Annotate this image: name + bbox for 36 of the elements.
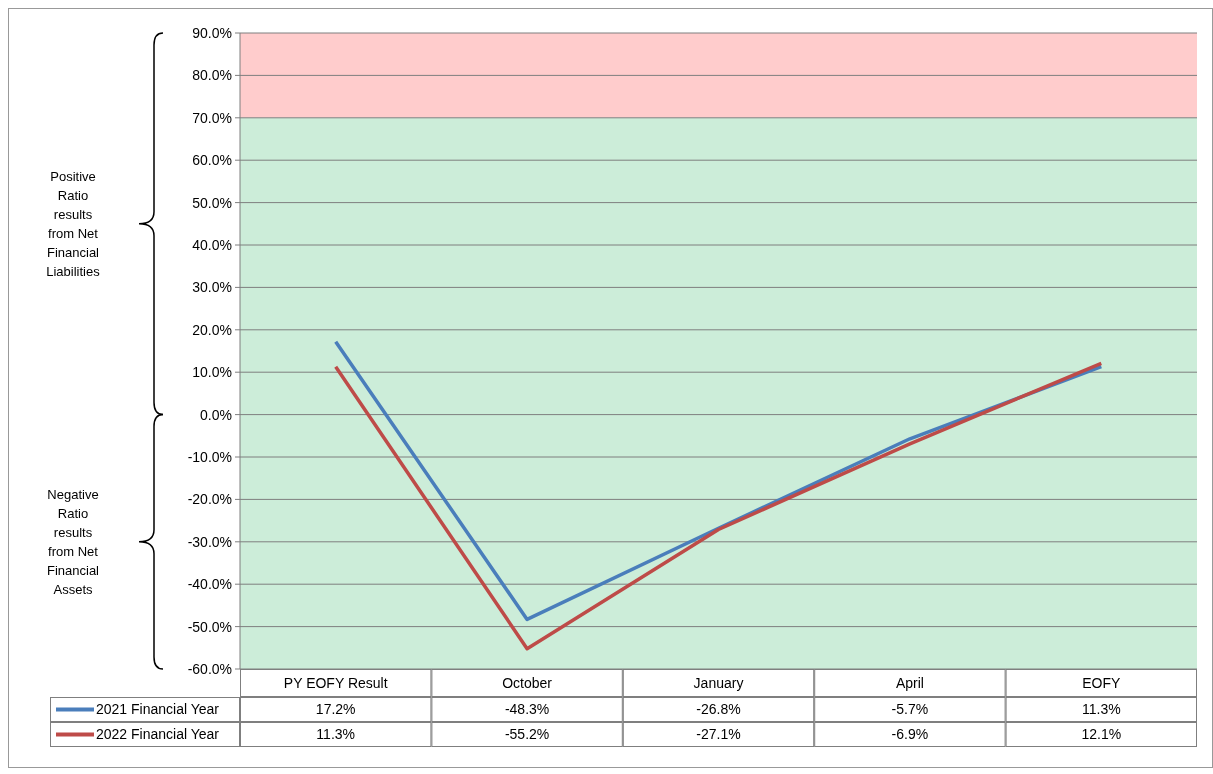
y-tick-label: -30.0% (187, 533, 232, 550)
data-label: -48.3% (504, 701, 550, 718)
y-tick-label: 50.0% (192, 194, 232, 211)
legend-label: 2021 Financial Year (96, 701, 220, 718)
data-label: 11.3% (1081, 701, 1121, 718)
y-tick-label: 20.0% (192, 321, 232, 338)
y-tick-label: -50.0% (187, 618, 232, 635)
data-label: -5.7% (891, 701, 929, 718)
y-tick-label: 40.0% (192, 236, 232, 253)
y-tick-label: 70.0% (192, 109, 232, 126)
y-tick-label: 10.0% (192, 364, 232, 381)
y-tick-label: 30.0% (192, 279, 232, 296)
x-tick-label: PY EOFY Result (283, 674, 388, 691)
data-label: 12.1% (1081, 726, 1122, 743)
line-series (333, 361, 1104, 651)
data-label: 17.2% (315, 701, 356, 718)
x-tick-label: October (502, 674, 553, 691)
data-label: -55.2% (504, 726, 550, 743)
data-label: -26.8% (696, 701, 741, 718)
y-tick-label: -60.0% (187, 660, 232, 677)
text: Positive Ratio results from Net Financial Liabilities (46, 168, 101, 279)
x-tick-label: January (693, 674, 744, 691)
data-label: -6.9% (891, 726, 929, 743)
y-tick-label: 60.0% (192, 152, 232, 169)
data-label: 11.3% (316, 726, 356, 743)
y-tick-label: -20.0% (187, 491, 232, 508)
x-tick-label: EOFY (1082, 674, 1122, 691)
data-label: -27.1% (696, 726, 741, 743)
y-tick-label: 80.0% (192, 67, 232, 84)
y-tick-label: 0.0% (200, 406, 232, 423)
y-tick-label: -10.0% (187, 448, 232, 465)
legend-label: 2022 Financial Year (96, 726, 220, 743)
y-tick-label: -40.0% (187, 576, 232, 593)
text: Negative Ratio results from Net Financial Assets (46, 486, 100, 597)
y-tick-label: 90.0% (192, 24, 232, 41)
x-tick-label: April (895, 674, 924, 691)
